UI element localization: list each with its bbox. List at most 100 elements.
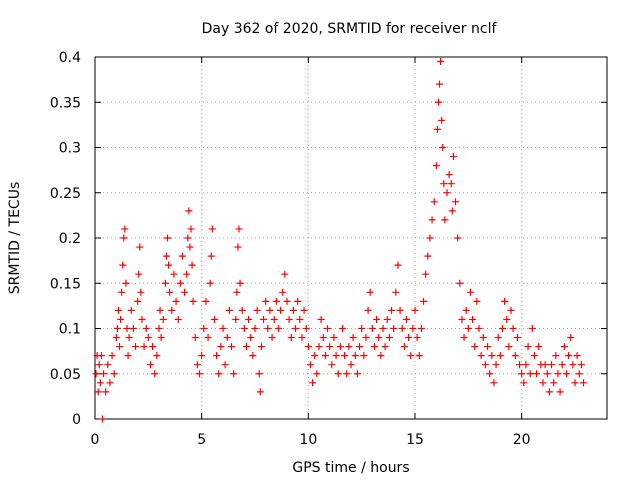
data-point — [362, 334, 370, 342]
data-point — [409, 325, 417, 332]
data-point — [379, 325, 387, 332]
data-point — [411, 306, 419, 314]
data-point — [253, 306, 261, 314]
data-point — [155, 325, 163, 332]
data-point — [522, 361, 530, 369]
data-point — [114, 306, 122, 314]
data-point — [475, 325, 483, 332]
data-point — [183, 270, 191, 278]
x-tick-label: 5 — [197, 432, 206, 448]
data-point — [233, 288, 241, 296]
data-point — [270, 315, 278, 323]
data-point — [164, 234, 172, 242]
data-point — [535, 343, 543, 351]
data-point — [236, 279, 244, 287]
data-point — [356, 343, 364, 351]
data-point — [440, 180, 448, 188]
data-point — [168, 306, 176, 314]
data-point — [445, 171, 453, 179]
data-point — [558, 361, 566, 369]
data-point — [473, 297, 481, 305]
data-point — [157, 334, 165, 342]
data-point — [108, 352, 116, 360]
data-point — [189, 297, 197, 305]
data-point — [313, 370, 321, 378]
data-point — [116, 343, 124, 351]
data-point — [366, 288, 374, 296]
data-point — [142, 325, 150, 332]
data-point — [368, 325, 376, 332]
data-point — [232, 315, 240, 323]
data-point — [324, 325, 332, 332]
data-point — [98, 415, 106, 423]
data-point — [360, 352, 368, 360]
data-point — [135, 270, 143, 278]
data-point — [207, 252, 215, 260]
data-point — [511, 352, 519, 360]
data-point — [92, 370, 100, 378]
data-point — [560, 343, 568, 351]
data-point — [138, 315, 146, 323]
data-point — [565, 352, 573, 360]
data-point — [112, 334, 120, 342]
data-point — [548, 361, 556, 369]
data-point — [206, 279, 214, 287]
data-point — [102, 388, 110, 396]
data-point — [240, 325, 248, 332]
data-point — [118, 288, 126, 296]
data-point — [433, 125, 441, 133]
data-point — [347, 361, 355, 369]
data-point — [575, 370, 583, 378]
data-point — [217, 343, 225, 351]
data-point — [247, 334, 255, 342]
data-point — [134, 297, 142, 305]
data-point — [245, 315, 253, 323]
data-point — [238, 306, 246, 314]
x-tick-label: 10 — [299, 432, 317, 448]
data-point — [520, 379, 528, 387]
data-point — [121, 225, 129, 233]
x-axis-label: GPS time / hours — [292, 460, 409, 476]
data-point — [120, 234, 128, 242]
data-point — [415, 352, 423, 360]
data-point — [443, 189, 451, 197]
data-point — [441, 216, 449, 224]
data-point — [413, 334, 421, 342]
data-point — [438, 116, 446, 124]
data-point — [193, 361, 201, 369]
data-point — [439, 144, 447, 151]
data-point — [257, 343, 265, 351]
data-point — [215, 370, 223, 378]
data-point — [119, 261, 127, 269]
data-point — [266, 306, 274, 314]
data-point — [437, 58, 445, 66]
data-point — [235, 225, 243, 233]
data-point — [306, 361, 314, 369]
data-point — [264, 325, 272, 332]
data-point — [125, 334, 133, 342]
data-point — [268, 334, 276, 342]
data-point — [176, 279, 184, 287]
data-point — [573, 352, 581, 360]
data-point — [388, 306, 396, 314]
data-point — [377, 352, 385, 360]
data-point — [174, 315, 182, 323]
y-tick-label: 0.15 — [50, 276, 81, 292]
y-tick-label: 0.1 — [59, 322, 81, 338]
data-point — [196, 370, 204, 378]
data-point — [392, 288, 400, 296]
data-point — [94, 388, 102, 396]
data-point — [330, 334, 338, 342]
x-tick-label: 20 — [513, 432, 531, 448]
data-point — [283, 297, 291, 305]
data-point — [396, 306, 404, 314]
x-tick-label: 0 — [91, 432, 100, 448]
grid — [95, 57, 607, 419]
data-point — [394, 261, 402, 269]
data-point — [208, 225, 216, 233]
data-point — [571, 379, 579, 387]
data-point — [151, 370, 159, 378]
data-point — [124, 352, 132, 360]
data-point — [505, 343, 513, 351]
data-point — [383, 315, 391, 323]
